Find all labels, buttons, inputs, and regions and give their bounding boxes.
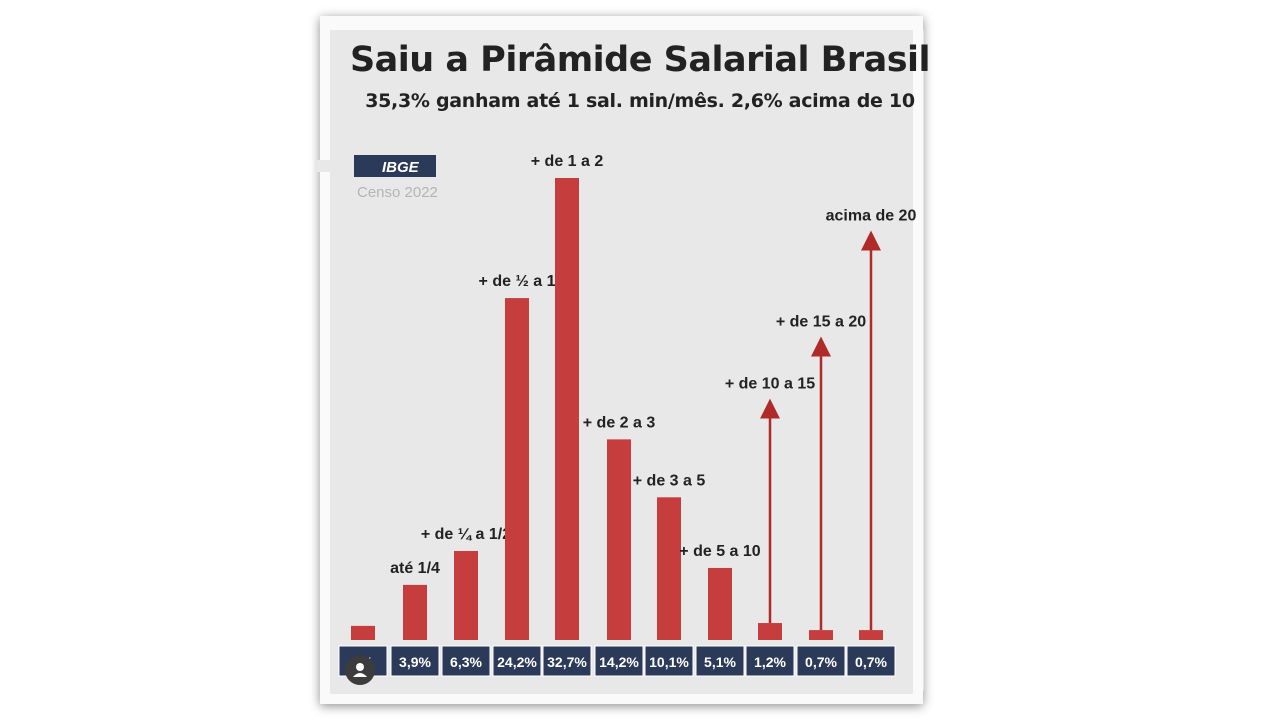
category-label: + de 5 a 10 [679,543,760,560]
value-label-box [594,645,644,677]
value-label-box [846,645,896,677]
bar [454,550,478,640]
value-label-box [492,645,542,677]
value-label-box [695,645,745,677]
category-label: + de 10 a 15 [725,376,815,393]
value-label-box [644,645,694,677]
bar [708,567,732,640]
source-caption: Censo 2022 [357,184,438,201]
value-label-box [390,645,440,677]
value-label: 6,3% [450,654,482,670]
category-label: + de 3 a 5 [633,472,706,489]
category-label: + de 1 a 2 [531,153,604,170]
value-label: 5,1% [704,654,736,670]
person-icon [353,663,367,677]
logo-text: IBGE [382,159,420,176]
category-label: acima de 20 [826,208,917,225]
bar [809,630,833,640]
value-label: 14,2% [599,654,639,670]
user-avatar-icon[interactable] [345,655,375,685]
category-label: até 1/4 [390,560,440,577]
value-label-box [796,645,846,677]
bars-group: 1%até 1/43,9%+ de ¼ a 1/26,3%+ de ½ a 12… [338,153,917,677]
bar [758,623,782,640]
value-label: 3,9% [399,654,431,670]
value-label: 32,7% [547,654,587,670]
value-label: 1,2% [754,654,786,670]
bar [403,584,427,640]
bar [859,630,883,640]
category-label: + de ¼ a 1/2 [421,526,511,543]
category-label: + de 2 a 3 [583,414,656,431]
value-label: 0,7% [805,654,837,670]
category-label: + de ½ a 1 [479,273,556,290]
ibge-logo: IBGE [313,155,436,177]
bar [555,178,579,640]
value-label-box [745,645,795,677]
value-label-box [441,645,491,677]
bar [505,298,529,640]
bar [607,439,631,640]
bar [351,625,375,640]
value-label: 24,2% [497,654,537,670]
bar [657,497,681,640]
value-label-box [542,645,592,677]
value-label: 10,1% [649,654,689,670]
category-label: + de 15 a 20 [776,313,866,330]
value-label: 0,7% [855,654,887,670]
chart-subtitle: 35,3% ganham até 1 sal. min/mês. 2,6% ac… [365,90,915,112]
chart-title: Saiu a Pirâmide Salarial Brasil [349,40,931,80]
divider [923,30,924,690]
